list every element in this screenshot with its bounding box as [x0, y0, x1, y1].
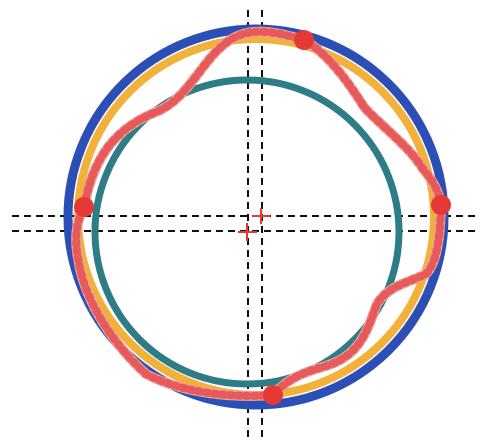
point-left [74, 197, 94, 217]
point-top [294, 30, 314, 50]
point-bottom [263, 385, 283, 405]
center-cross-b [238, 223, 257, 241]
center-cross-a [252, 208, 270, 224]
point-right [431, 195, 451, 215]
